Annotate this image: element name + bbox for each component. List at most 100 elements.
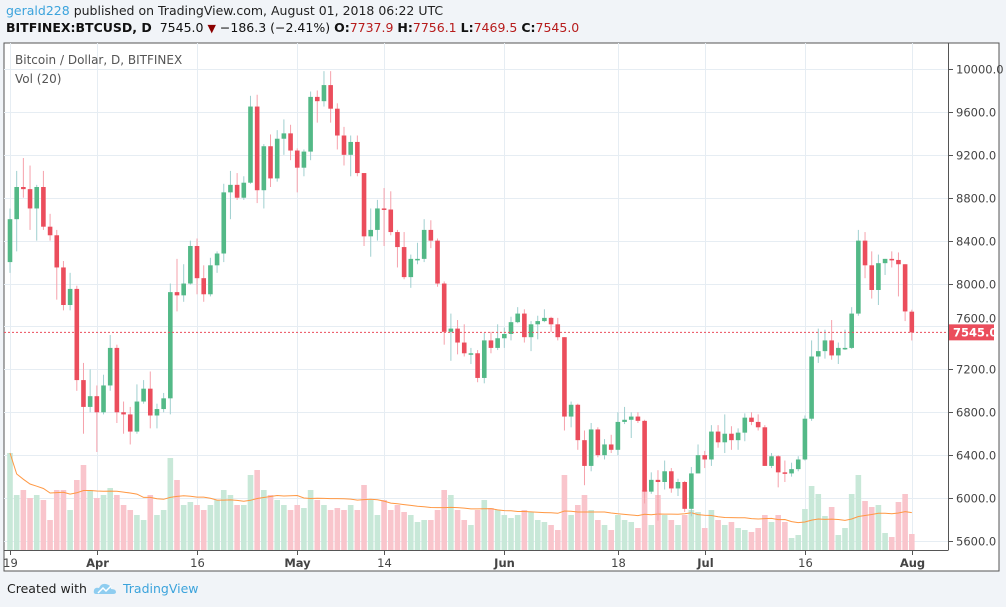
candle-body — [221, 192, 227, 254]
time-tick-label: Apr — [86, 556, 109, 570]
volume-bar — [281, 505, 287, 550]
candle-body — [341, 135, 347, 155]
candle-body — [114, 347, 120, 413]
volume-bar — [33, 495, 40, 550]
volume-bar — [875, 505, 882, 550]
candle-body — [27, 189, 33, 209]
volume-bar — [100, 495, 107, 550]
volume-bar — [67, 510, 73, 550]
volume-bar — [220, 490, 227, 550]
candle-body — [481, 340, 487, 378]
time-tick-label: 16 — [798, 556, 813, 570]
author-link[interactable]: gerald228 — [6, 3, 70, 18]
volume-title: Vol (20) — [15, 72, 62, 86]
volume-bar — [254, 470, 260, 550]
candle-body — [107, 347, 113, 386]
candle-body — [461, 342, 467, 354]
candle-body — [802, 418, 808, 460]
candle-body — [234, 184, 240, 198]
time-tick-label: Aug — [900, 556, 925, 570]
volume-bar — [394, 505, 401, 550]
volume-bar — [421, 520, 427, 550]
volume-bar — [795, 535, 802, 550]
candle-body — [328, 85, 333, 109]
time-tick-label: Jul — [696, 556, 713, 570]
candle-body — [468, 353, 474, 355]
last-price-label: 7545.0 — [953, 325, 997, 339]
volume-bar — [588, 510, 594, 550]
candle-body — [542, 317, 547, 322]
volume-bar — [60, 490, 67, 550]
volume-bar — [267, 495, 274, 550]
candle-body — [54, 235, 60, 268]
candle-body — [842, 347, 848, 350]
candle-body — [368, 229, 374, 237]
last-price: 7545.0 — [159, 20, 204, 35]
candle-body — [749, 417, 754, 422]
candle-body — [555, 324, 561, 338]
volume-bar — [13, 495, 20, 550]
volume-bar — [755, 528, 761, 550]
volume-bar — [635, 528, 641, 550]
candle-body — [161, 398, 166, 410]
candle-body — [709, 431, 714, 460]
candle-body — [849, 313, 854, 348]
volume-ma-line — [9, 452, 912, 524]
volume-bar — [414, 522, 421, 550]
candle-body — [809, 356, 814, 419]
candle-body — [475, 353, 480, 378]
volume-bar — [508, 518, 514, 550]
candle-body — [548, 317, 554, 325]
volume-bar — [468, 525, 474, 550]
last-price-marker: 7545.0 — [4, 324, 997, 341]
volume-bar — [528, 512, 534, 550]
volume-bar — [862, 501, 868, 550]
candle-body — [669, 471, 674, 489]
candle-body — [909, 311, 915, 333]
volume-bar — [561, 475, 568, 550]
candle-body — [722, 433, 728, 443]
volume-bar — [174, 480, 180, 550]
time-tick-label: 14 — [377, 556, 392, 570]
candle-body — [228, 184, 233, 193]
price-tick-label: 6400.0 — [956, 449, 996, 463]
volume-bar — [80, 465, 87, 550]
volume-bar — [554, 530, 561, 550]
candle-body — [535, 321, 541, 325]
high-label: H: — [397, 20, 413, 35]
volume-bar — [474, 510, 481, 550]
candle-body — [702, 455, 708, 460]
volume-bar — [688, 510, 695, 550]
volume-bar — [247, 475, 254, 550]
candle-body — [648, 479, 654, 492]
candle-body — [101, 385, 106, 413]
volume-bar — [361, 485, 367, 550]
candle-body — [662, 471, 667, 482]
symbol: BITFINEX:BTCUSD, D — [6, 20, 152, 35]
price-tick-label: 8000.0 — [956, 278, 996, 292]
volume-bar — [728, 522, 735, 550]
last-price-label-bg — [949, 324, 994, 341]
volume-bar — [94, 498, 100, 550]
candle-body — [301, 151, 307, 168]
candle-body — [655, 479, 661, 482]
tradingview-link[interactable]: TradingView — [122, 581, 199, 596]
candle-body — [628, 416, 634, 420]
price-tick-label: 7200.0 — [956, 363, 996, 377]
volume-bar — [828, 507, 835, 550]
candle-body — [7, 219, 13, 263]
volume-bar — [301, 508, 307, 550]
price-tick-label: 8400.0 — [956, 235, 996, 249]
volume-bar — [47, 520, 53, 550]
price-tick-label: 9600.0 — [956, 106, 996, 120]
candle-body — [735, 432, 741, 441]
candle-body — [902, 264, 908, 312]
candle-body — [695, 455, 701, 474]
volume-bar — [428, 520, 434, 550]
volume-bar — [575, 505, 581, 550]
candle-body — [588, 429, 594, 466]
candle-body — [14, 187, 19, 220]
volume-bar — [695, 512, 701, 550]
volume-bar — [207, 505, 214, 550]
